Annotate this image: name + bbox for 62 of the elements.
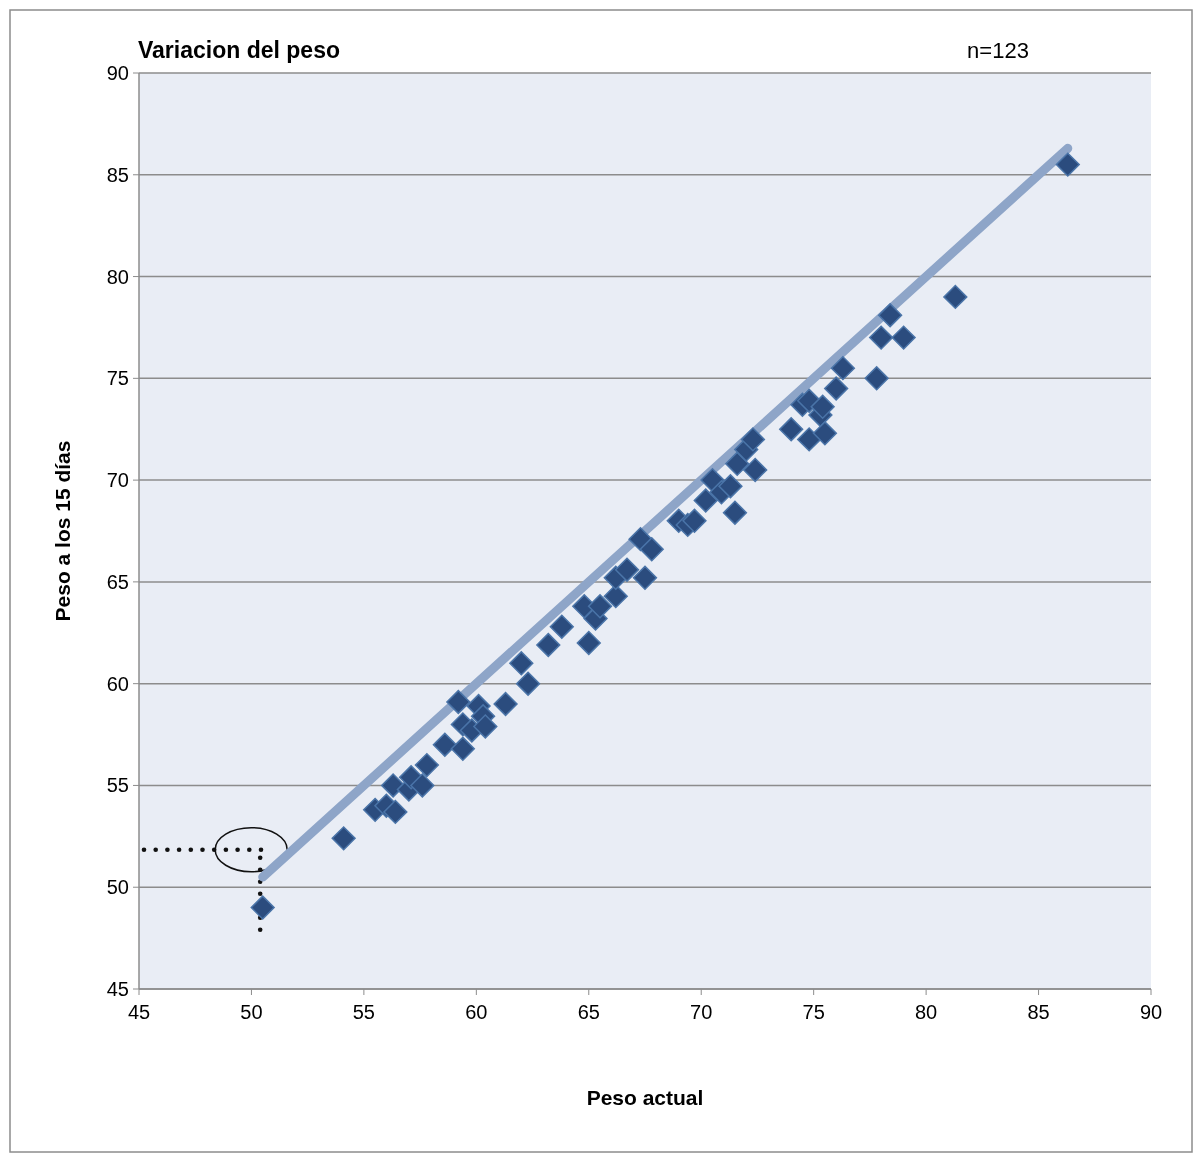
point xyxy=(509,651,534,676)
point xyxy=(740,427,766,452)
x-tick-label: 80 xyxy=(914,1001,938,1023)
point xyxy=(725,451,750,476)
point xyxy=(693,488,718,513)
y-tick-label: 60 xyxy=(106,672,129,695)
point xyxy=(743,457,768,483)
point xyxy=(432,732,457,757)
y-tick-label: 65 xyxy=(106,570,129,593)
point xyxy=(824,376,849,401)
y-tick-label: 70 xyxy=(106,469,129,492)
y-tick-label: 90 xyxy=(106,62,129,84)
y-tick-label: 45 xyxy=(106,978,129,1000)
x-tick-label: 60 xyxy=(465,1001,488,1023)
x-tick-label: 55 xyxy=(352,1001,376,1023)
point xyxy=(718,474,743,499)
x-axis-title: Peso actual xyxy=(586,1086,704,1109)
x-tick-label: 65 xyxy=(577,1001,600,1023)
point xyxy=(830,356,856,381)
point xyxy=(536,632,561,658)
y-tick-label: 85 xyxy=(106,163,129,186)
point xyxy=(414,752,440,778)
point xyxy=(446,689,471,715)
x-tick-label: 75 xyxy=(802,1001,825,1023)
y-axis-title: Peso a los 15 días xyxy=(51,440,74,622)
point xyxy=(864,366,889,391)
y-tick-label: 75 xyxy=(106,367,129,390)
x-tick-label: 45 xyxy=(127,1001,151,1023)
point xyxy=(515,671,541,696)
x-tick-label: 85 xyxy=(1027,1001,1050,1023)
point xyxy=(549,614,574,639)
point xyxy=(450,736,475,761)
point xyxy=(797,427,822,452)
point xyxy=(639,537,664,562)
point xyxy=(473,714,498,739)
y-tick-label: 55 xyxy=(106,774,129,797)
point xyxy=(682,508,707,533)
y-tick-label: 50 xyxy=(106,876,129,899)
point xyxy=(576,630,601,656)
x-tick-label: 50 xyxy=(240,1001,263,1023)
point xyxy=(810,394,835,419)
point xyxy=(250,895,275,920)
point xyxy=(943,284,968,310)
point xyxy=(1055,152,1080,177)
point xyxy=(877,303,903,328)
point xyxy=(493,691,518,717)
point xyxy=(868,325,894,350)
text: n=123 xyxy=(967,38,1029,63)
point xyxy=(722,500,748,525)
chart-title: Variacion del peso xyxy=(138,37,340,63)
point xyxy=(410,773,435,798)
point xyxy=(587,594,613,619)
point xyxy=(614,557,640,582)
point xyxy=(891,325,916,350)
x-tick-label: 70 xyxy=(690,1001,713,1023)
point xyxy=(812,421,838,446)
point xyxy=(383,799,408,825)
x-tick-label: 90 xyxy=(1139,1001,1163,1023)
y-tick-label: 80 xyxy=(106,265,129,288)
point xyxy=(632,565,658,590)
point xyxy=(331,826,356,851)
point xyxy=(779,417,804,442)
